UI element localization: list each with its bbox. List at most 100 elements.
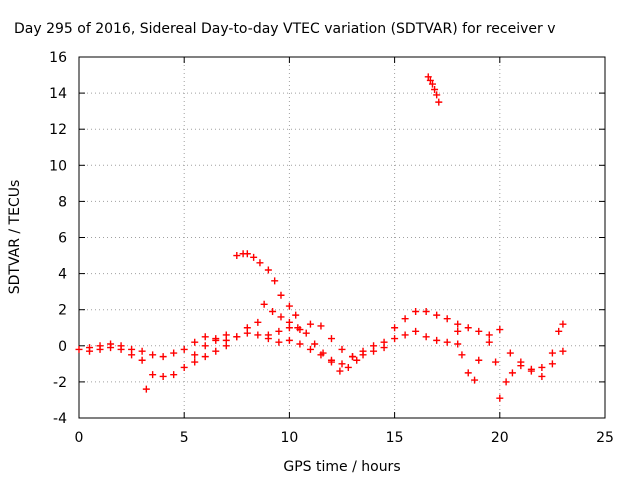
data-point (233, 333, 241, 341)
data-point (159, 353, 167, 361)
data-point (142, 385, 150, 393)
data-point (412, 308, 420, 316)
data-point (502, 378, 510, 386)
data-point (285, 324, 293, 332)
data-point (296, 340, 304, 348)
data-point (412, 327, 420, 335)
data-point (277, 313, 285, 321)
series-arc-low (86, 331, 230, 393)
x-axis-label: GPS time / hours (283, 459, 400, 475)
series-arc-mid (260, 300, 361, 375)
y-tick-label: 6 (58, 231, 67, 247)
data-point (107, 344, 115, 352)
data-point (548, 360, 556, 368)
data-point (422, 333, 430, 341)
data-point (485, 331, 493, 339)
data-point (256, 259, 264, 267)
data-point (496, 394, 504, 402)
data-point (422, 308, 430, 316)
marks-layer (75, 73, 567, 402)
data-point (401, 331, 409, 339)
data-point (527, 367, 535, 375)
data-point (311, 340, 319, 348)
x-tick-label: 15 (386, 430, 404, 446)
data-point (264, 331, 272, 339)
y-tick-label: 2 (58, 303, 67, 319)
data-point (212, 347, 220, 355)
data-point (269, 308, 277, 316)
data-point (254, 331, 262, 339)
data-point (254, 318, 262, 326)
series-arc-high (233, 250, 300, 319)
data-point (170, 371, 178, 379)
data-point (271, 277, 279, 285)
data-point (138, 347, 146, 355)
data-point (317, 322, 325, 330)
data-point (327, 358, 335, 366)
data-point (506, 349, 514, 357)
data-point (302, 329, 310, 337)
y-tick-label: 14 (49, 86, 67, 102)
y-axis-label: SDTVAR / TECUs (7, 180, 23, 295)
data-point (517, 358, 525, 366)
data-point (349, 353, 357, 361)
data-point (344, 363, 352, 371)
data-point (464, 324, 472, 332)
data-point (180, 363, 188, 371)
data-point (475, 327, 483, 335)
data-point (117, 345, 125, 353)
data-point (359, 351, 367, 359)
data-point (285, 336, 293, 344)
data-point (433, 336, 441, 344)
data-point (201, 333, 209, 341)
data-point (454, 327, 462, 335)
data-point (391, 335, 399, 343)
data-point (435, 98, 443, 106)
data-point (250, 253, 258, 261)
data-point (458, 351, 466, 359)
y-tick-label: 8 (58, 194, 67, 210)
data-point (508, 369, 516, 377)
data-point (75, 345, 83, 353)
data-point (548, 349, 556, 357)
data-point (159, 372, 167, 380)
data-point (424, 73, 432, 81)
data-point (306, 320, 314, 328)
x-tick-label: 25 (596, 430, 614, 446)
data-point (285, 302, 293, 310)
data-point (401, 315, 409, 323)
data-point (149, 371, 157, 379)
data-point (391, 324, 399, 332)
y-tick-label: 10 (49, 158, 67, 174)
data-point (128, 351, 136, 359)
x-tick-label: 0 (75, 430, 84, 446)
data-point (538, 372, 546, 380)
chart-title: Day 295 of 2016, Sidereal Day-to-day VTE… (14, 21, 556, 37)
y-tick-label: 0 (58, 339, 67, 355)
series-arc-peak (424, 73, 443, 106)
data-point (296, 326, 304, 334)
data-point (191, 338, 199, 346)
data-point (454, 320, 462, 328)
data-point (222, 331, 230, 339)
y-tick-label: 12 (49, 122, 67, 138)
data-point (292, 311, 300, 319)
x-tick-label: 10 (280, 430, 298, 446)
data-point (464, 369, 472, 377)
data-point (336, 367, 344, 375)
data-point (86, 347, 94, 355)
data-point (433, 91, 441, 99)
data-point (559, 320, 567, 328)
data-point (559, 347, 567, 355)
data-point (243, 250, 251, 258)
data-point (149, 351, 157, 359)
data-point (471, 376, 479, 384)
data-point (327, 335, 335, 343)
data-point (201, 353, 209, 361)
data-point (275, 338, 283, 346)
data-point (277, 291, 285, 299)
y-tick-label: -4 (53, 411, 67, 427)
data-point (138, 356, 146, 364)
data-point (306, 345, 314, 353)
